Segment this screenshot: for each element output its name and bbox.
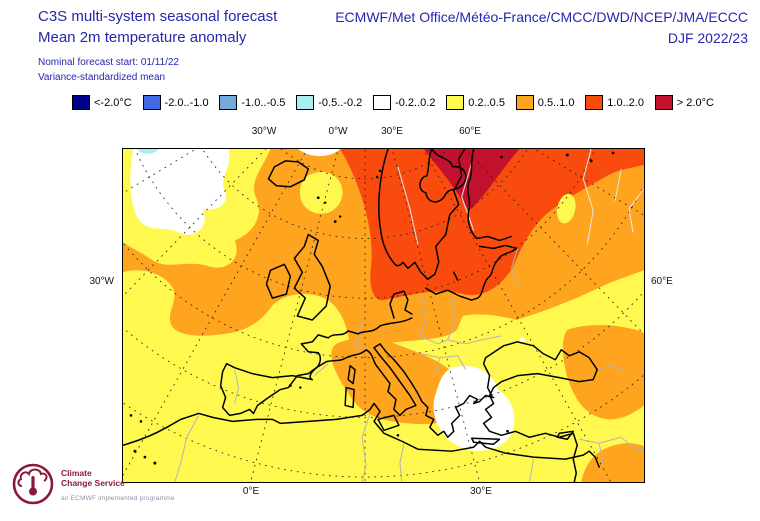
region-anomaly-gt2p0 <box>423 149 520 209</box>
logo-small-text: an ECMWF implemented programme <box>61 495 175 502</box>
thermometer-icon <box>31 476 35 489</box>
legend-item: 1.0..2.0 <box>585 95 644 110</box>
header-left: C3S multi-system seasonal forecast Mean … <box>38 6 277 85</box>
region-anomaly-cool-sliver <box>136 149 159 154</box>
axis-label-top-30e: 30°E <box>381 126 403 137</box>
coastlines <box>123 149 600 482</box>
legend-item: > 2.0°C <box>654 95 714 110</box>
legend-label: > 2.0°C <box>676 96 714 109</box>
graticule <box>123 149 644 482</box>
legend-swatch <box>585 95 604 110</box>
anomaly-map-svg <box>123 149 644 482</box>
centers-list: ECMWF/Met Office/Météo-France/CMCC/DWD/N… <box>335 9 748 25</box>
header-right: ECMWF/Met Office/Météo-France/CMCC/DWD/N… <box>335 7 748 49</box>
legend-item: -0.5..-0.2 <box>296 95 362 110</box>
legend-swatch <box>72 95 90 110</box>
axis-label-top-30w: 30°W <box>251 126 277 137</box>
region-anomaly-neutral-topcentre <box>298 149 341 157</box>
legend-swatch <box>373 95 392 110</box>
region-anomaly-neutral-northwest <box>130 149 230 235</box>
legend-label: -0.5..-0.2 <box>318 96 363 109</box>
legend-label: 1.0..2.0 <box>607 96 644 109</box>
region-anomaly-0p5-1p0-anatolia <box>562 325 644 420</box>
axis-label-bottom-30e: 30°E <box>470 486 492 497</box>
axis-label-bottom-0e: 0°E <box>242 486 260 497</box>
borders-north <box>397 149 644 245</box>
legend-swatch <box>515 95 534 110</box>
legend-swatch <box>654 95 673 110</box>
axis-label-left-30w: 30°W <box>89 276 114 287</box>
legend-label: -1.0..-0.5 <box>241 96 286 109</box>
legend-swatch <box>446 95 465 110</box>
season-label: DJF 2022/23 <box>667 30 748 46</box>
region-anomaly-1p0-2p0-north <box>340 149 644 301</box>
logo-line2: Change Service <box>61 478 125 488</box>
borders-gray <box>174 248 644 482</box>
legend-label: 0.2..0.5 <box>468 96 505 109</box>
axis-label-right-60e: 60°E <box>651 276 673 287</box>
legend-label: <-2.0°C <box>94 96 132 109</box>
legend-item: -1.0..-0.5 <box>219 95 285 110</box>
anomaly-map <box>122 148 645 483</box>
legend-item: 0.5..1.0 <box>515 95 575 110</box>
legend-swatch <box>296 95 315 110</box>
region-anomaly-0p5-1p0-corner <box>581 443 644 482</box>
page-title-line1: C3S multi-system seasonal forecast <box>38 8 278 25</box>
region-anomaly-neutral-dot <box>519 337 525 343</box>
logo-line1: Climate <box>61 468 92 478</box>
legend-label: -2.0..-1.0 <box>164 96 209 109</box>
variance-label: Variance-standardized mean <box>38 72 166 83</box>
legend-item: <-2.0°C <box>72 95 132 110</box>
legend-label: -0.2..0.2 <box>395 96 436 109</box>
legend-swatch <box>142 95 161 110</box>
color-legend: <-2.0°C -2.0..-1.0 -1.0..-0.5 -0.5..-0.2… <box>72 95 714 110</box>
axis-label-top-0w: 0°W <box>328 126 348 137</box>
page-title-line2: Mean 2m temperature anomaly <box>38 29 247 46</box>
legend-item: 0.2..0.5 <box>446 95 505 110</box>
c3s-logo-icon <box>12 463 54 505</box>
legend-label: 0.5..1.0 <box>537 96 575 109</box>
forecast-start-label: Nominal forecast start: 01/11/22 <box>38 57 179 68</box>
region-anomaly-0p2-0p5-faroe <box>299 172 343 214</box>
axis-label-top-60e: 60°E <box>459 126 481 137</box>
legend-item: -0.2..0.2 <box>373 95 435 110</box>
c3s-logo: Climate Change Service an ECMWF implemen… <box>10 459 175 509</box>
legend-swatch <box>219 95 238 110</box>
legend-item: -2.0..-1.0 <box>142 95 209 110</box>
region-anomaly-0p2-0p5-spot <box>556 193 576 224</box>
island-specks <box>129 151 615 465</box>
